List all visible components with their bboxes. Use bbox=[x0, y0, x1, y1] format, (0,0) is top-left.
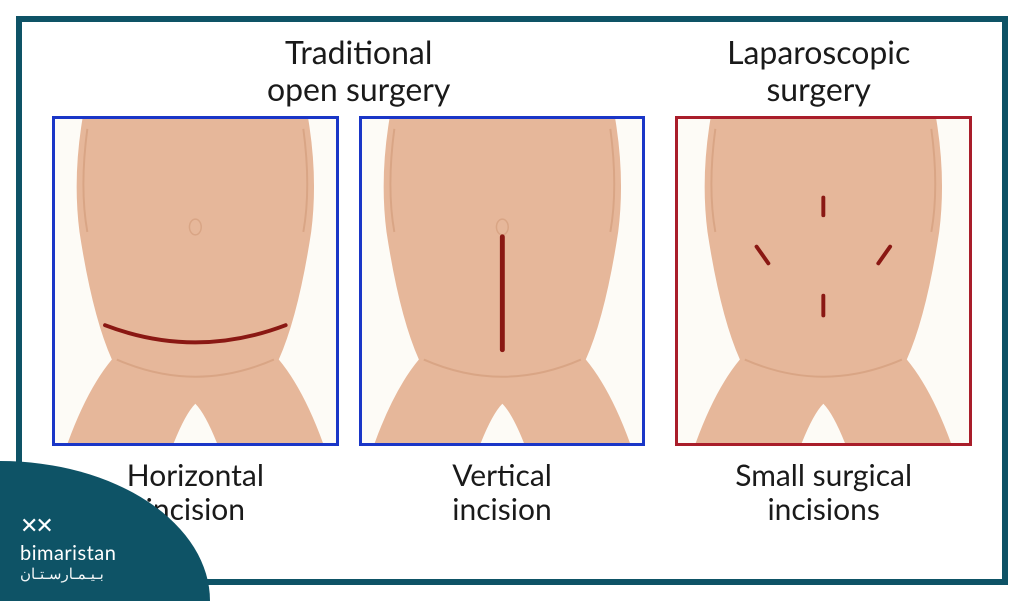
outer-frame: Traditionalopen surgery Laparoscopicsurg… bbox=[16, 16, 1008, 585]
title-laparoscopic: Laparoscopicsurgery bbox=[665, 34, 972, 108]
torso-laparoscopic bbox=[678, 119, 969, 443]
figure-laparoscopic bbox=[675, 116, 972, 446]
caption-laparoscopic: Small surgicalincisions bbox=[735, 458, 912, 527]
figure-vertical bbox=[359, 116, 646, 446]
content-area: Traditionalopen surgery Laparoscopicsurg… bbox=[22, 22, 1002, 579]
panel-vertical: Verticalincision bbox=[359, 116, 646, 561]
watermark-english: bimaristan bbox=[20, 541, 116, 565]
caption-vertical: Verticalincision bbox=[452, 458, 552, 527]
traditional-group: Horizontalincision bbox=[52, 116, 645, 561]
torso-vertical bbox=[362, 119, 643, 443]
title-row: Traditionalopen surgery Laparoscopicsurg… bbox=[52, 34, 972, 108]
torso-shape bbox=[696, 119, 951, 443]
figure-horizontal bbox=[52, 116, 339, 446]
title-traditional: Traditionalopen surgery bbox=[52, 34, 665, 108]
panels-row: Horizontalincision bbox=[52, 116, 972, 561]
watermark-arabic: بـيـمـارسـتـان bbox=[20, 565, 104, 583]
laparoscopic-group: Small surgicalincisions bbox=[675, 116, 972, 561]
torso-horizontal bbox=[55, 119, 336, 443]
watermark-icon: ✕✕ bbox=[20, 511, 51, 539]
torso-shape bbox=[68, 119, 323, 443]
panel-laparoscopic: Small surgicalincisions bbox=[675, 116, 972, 561]
